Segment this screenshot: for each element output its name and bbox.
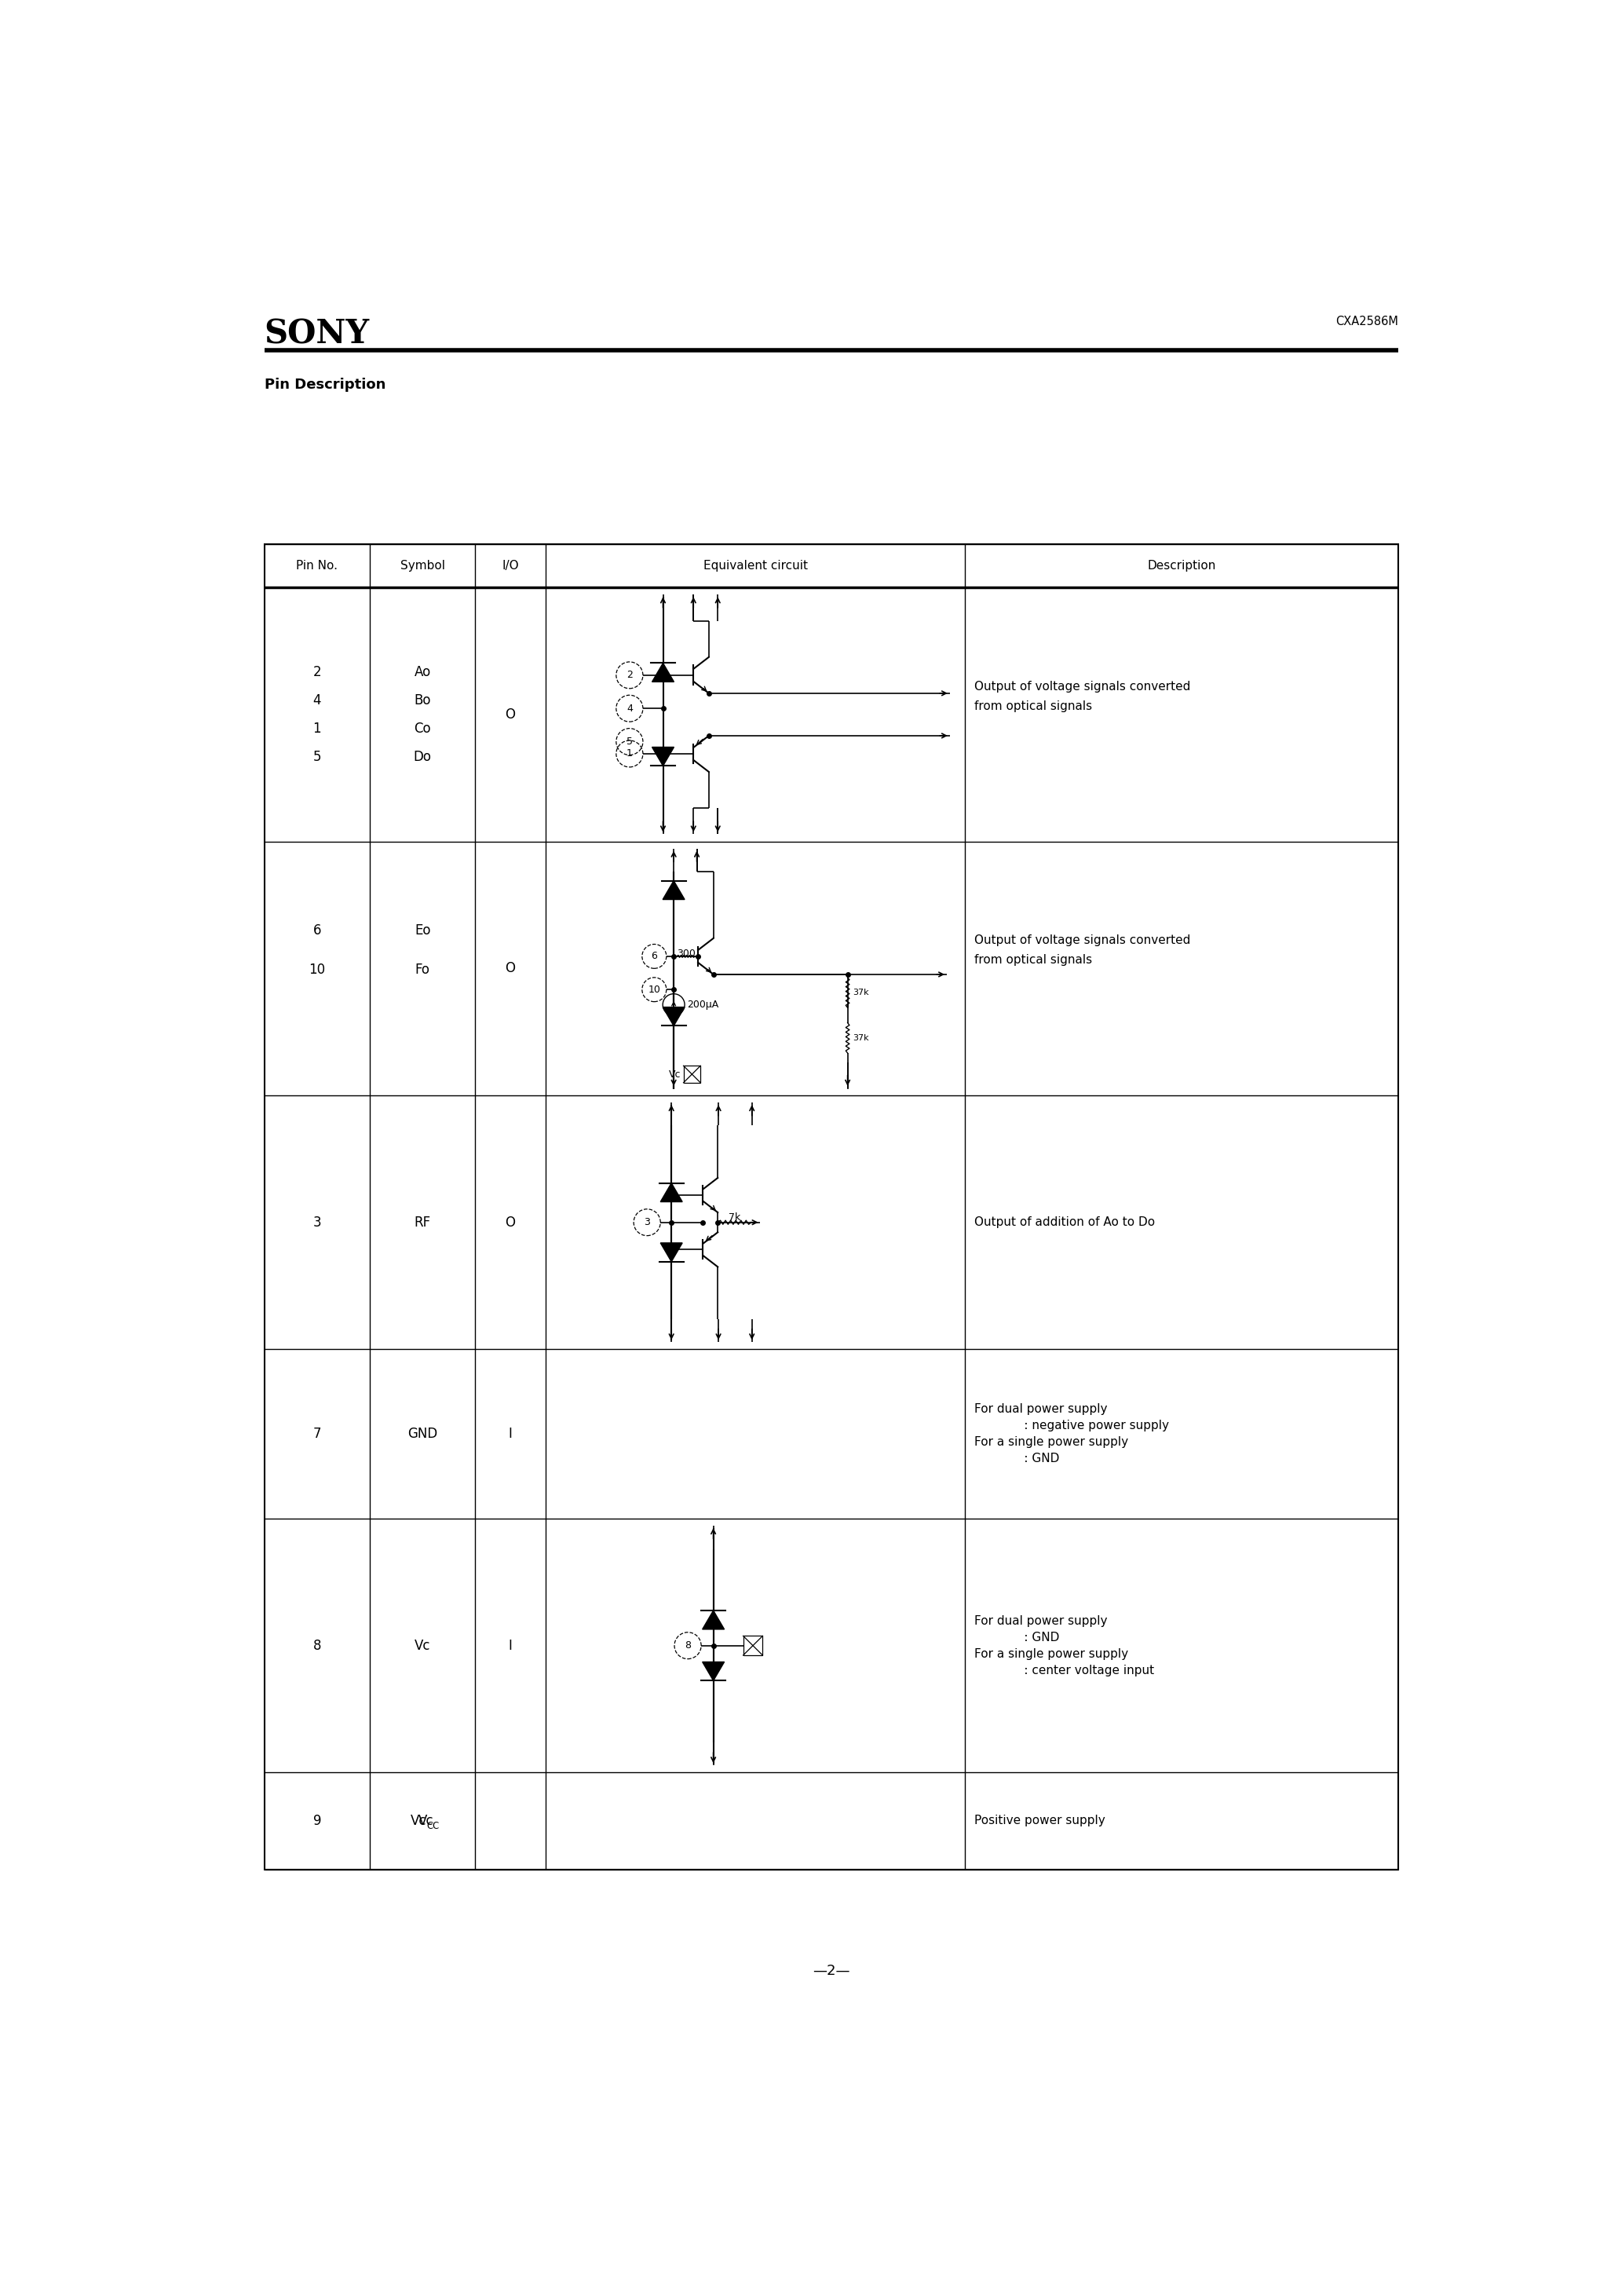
Text: SONY: SONY [264,317,370,351]
Text: 1: 1 [626,748,633,760]
Text: 3: 3 [644,1217,650,1228]
Polygon shape [663,1008,684,1026]
Text: 3: 3 [313,1215,321,1228]
Text: O: O [506,1215,516,1228]
Polygon shape [660,1242,683,1263]
Text: Vcc: Vcc [410,1814,435,1828]
Text: I: I [508,1639,513,1653]
Bar [743,1637,762,1655]
Polygon shape [652,746,675,767]
Text: —2—: —2— [813,1963,850,1977]
Text: RF: RF [414,1215,431,1228]
Text: 37k: 37k [853,1033,869,1042]
Text: Pin Description: Pin Description [264,379,386,393]
Polygon shape [663,882,684,900]
Text: 9: 9 [313,1814,321,1828]
Text: Vc: Vc [668,1070,681,1079]
Text: 8: 8 [684,1642,691,1651]
Bar [264,544,1398,1869]
Text: Symbol: Symbol [401,560,444,572]
Text: 5: 5 [626,737,633,746]
Text: 4: 4 [626,703,633,714]
Text: 7: 7 [313,1426,321,1442]
Text: For dual power supply
             : negative power supply
For a single power su: For dual power supply : negative power s… [975,1403,1169,1465]
Polygon shape [652,664,675,682]
Text: CXA2586M: CXA2586M [1335,315,1398,328]
Text: Output of addition of Ao to Do: Output of addition of Ao to Do [975,1217,1155,1228]
Text: 8: 8 [313,1639,321,1653]
Text: Pin No.: Pin No. [297,560,337,572]
Text: I: I [508,1426,513,1442]
Text: 2

4

1

5: 2 4 1 5 [313,666,321,765]
Text: I/O: I/O [501,560,519,572]
Text: Output of voltage signals converted
from optical signals: Output of voltage signals converted from… [975,934,1191,967]
Text: Ao

Bo

Co

Do: Ao Bo Co Do [414,666,431,765]
Text: O: O [506,707,516,721]
Text: 200μA: 200μA [688,999,719,1010]
Text: Positive power supply: Positive power supply [975,1816,1105,1828]
Text: V: V [418,1814,427,1828]
Text: Description: Description [1147,560,1216,572]
Text: CC: CC [427,1821,440,1830]
Text: O: O [506,962,516,976]
Text: 37k: 37k [853,990,869,996]
Text: 6

10: 6 10 [308,923,326,978]
Text: Vc: Vc [415,1639,430,1653]
Text: 300: 300 [676,948,696,960]
Text: GND: GND [407,1426,438,1442]
Text: Eo

Fo: Eo Fo [415,923,430,978]
Bar [683,1065,701,1084]
Polygon shape [660,1182,683,1201]
Text: 2: 2 [626,670,633,680]
Text: For dual power supply
             : GND
For a single power supply
             : For dual power supply : GND For a single… [975,1614,1155,1676]
Text: 10: 10 [649,985,660,994]
Text: 6: 6 [650,951,657,962]
Polygon shape [702,1662,725,1681]
Text: 7k: 7k [728,1212,741,1221]
Text: Equivalent circuit: Equivalent circuit [702,560,808,572]
Polygon shape [702,1609,725,1630]
Text: Output of voltage signals converted
from optical signals: Output of voltage signals converted from… [975,682,1191,712]
